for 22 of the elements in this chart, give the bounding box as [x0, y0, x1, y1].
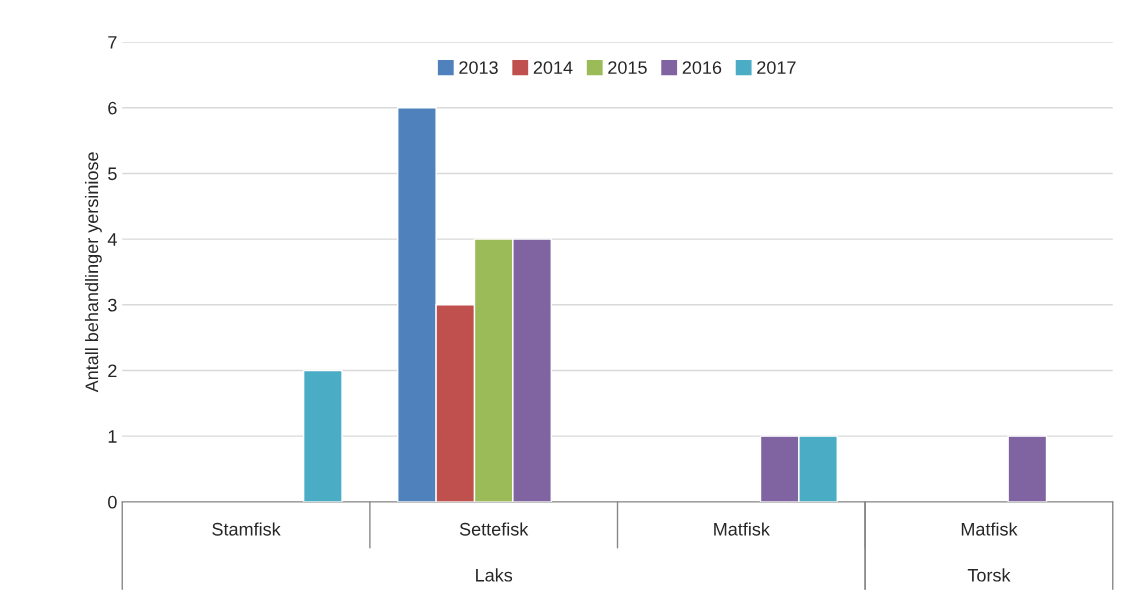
- legend-label: 2015: [608, 61, 647, 74]
- x-tick-label: Settefisk: [459, 522, 529, 536]
- legend-label: 2017: [757, 61, 796, 74]
- y-tick-label: 1: [108, 430, 117, 443]
- y-tick-label: 0: [108, 495, 117, 509]
- text: Torsk: [967, 568, 1011, 582]
- legend-label: 2016: [682, 61, 722, 74]
- y-tick-label: 6: [108, 101, 117, 115]
- y-axis-title: Antall behandlinger yersiniose: [84, 152, 102, 393]
- legend-label: 2014: [533, 61, 573, 74]
- y-tick-label: 2: [108, 364, 117, 378]
- y-tick-label: 5: [108, 167, 117, 181]
- bar: [302, 369, 343, 502]
- text: Laks: [476, 568, 513, 582]
- bar: [1007, 435, 1048, 502]
- y-tick-label: 3: [108, 298, 117, 312]
- legend-label: 2013: [459, 61, 498, 74]
- y-tick-label: 4: [107, 233, 117, 246]
- x-tick-label: Matfisk: [961, 522, 1018, 536]
- x-tick-label: Stamfisk: [212, 522, 281, 536]
- x-tick-label: Matfisk: [714, 522, 770, 536]
- y-tick-label: 7: [108, 36, 117, 49]
